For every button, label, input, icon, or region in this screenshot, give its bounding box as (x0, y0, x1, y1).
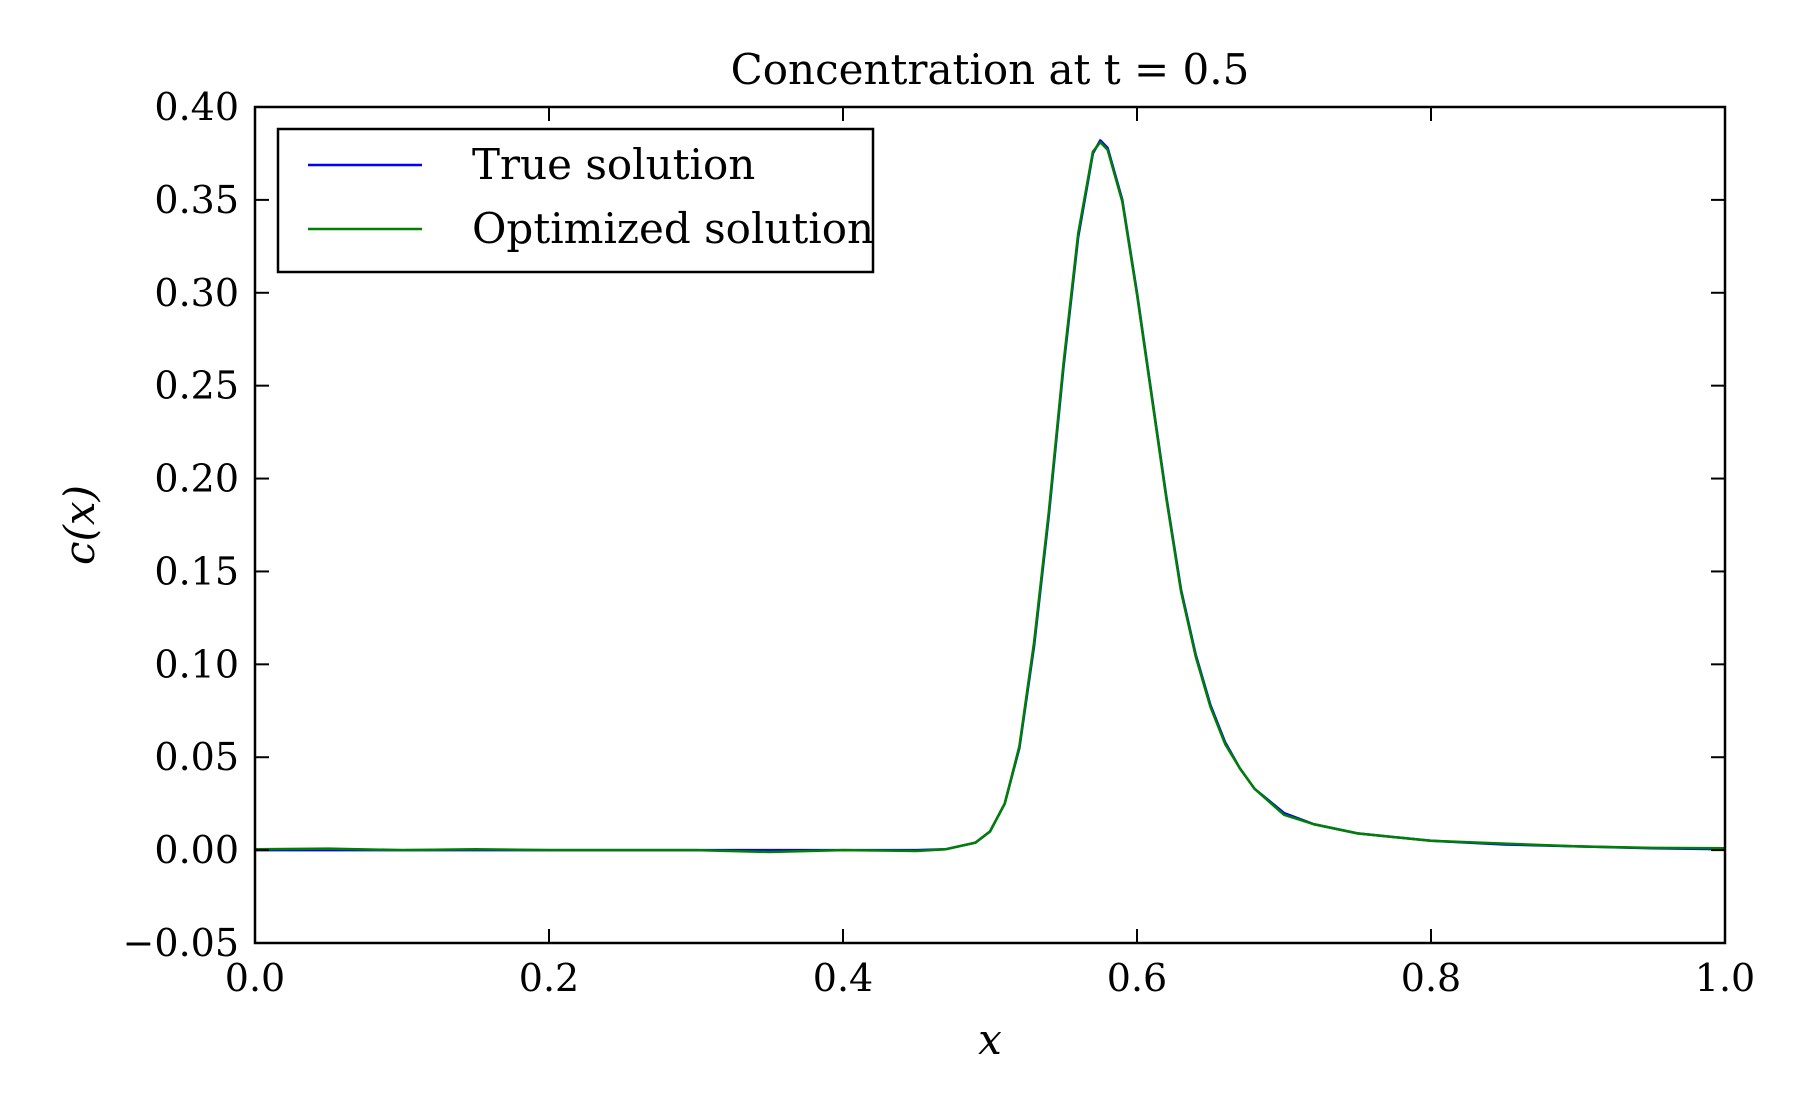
y-tick-label: 0.40 (154, 85, 239, 129)
y-tick-label: 0.30 (154, 271, 239, 315)
y-tick-label: 0.25 (154, 364, 239, 408)
chart-title: Concentration at t = 0.5 (731, 45, 1250, 94)
y-axis-ticks: −0.05 0.00 0.05 0.10 0.15 0.20 0.25 0.30 0.35 0.4… (123, 85, 1725, 965)
x-axis-ticks: 0.0 0.2 0.4 0.6 0.8 1.0 (225, 107, 1755, 1000)
y-tick-label: 0.10 (154, 642, 239, 686)
legend: True solution Optimized solution (276, 127, 875, 274)
plot-area: 0.0 0.2 0.4 0.6 0.8 1.0 −0.05 0.00 0.05 0.10 0.15… (123, 85, 1756, 1000)
y-tick-label: 0.20 (154, 457, 239, 501)
y-tick-label: 0.35 (154, 178, 239, 222)
legend-box (276, 127, 875, 274)
y-tick-label: −0.05 (123, 921, 239, 965)
legend-label-true-solution: True solution (472, 140, 755, 189)
legend-label-optimized-solution: Optimized solution (472, 204, 874, 253)
x-tick-label: 0.6 (1107, 956, 1167, 1000)
plot-frame (253, 105, 1727, 945)
x-tick-label: 0.8 (1401, 956, 1461, 1000)
y-axis-label: c(x) (55, 485, 104, 565)
series-lines (254, 139, 1726, 854)
y-tick-label: 0.00 (154, 828, 239, 872)
y-tick-label: 0.05 (154, 735, 239, 779)
x-tick-label: 0.2 (519, 956, 579, 1000)
x-axis-label: x (978, 1015, 1002, 1064)
series-line-optimized-solution (254, 141, 1726, 854)
x-tick-label: 0.4 (813, 956, 873, 1000)
y-tick-label: 0.15 (154, 549, 239, 593)
x-tick-label: 1.0 (1695, 956, 1755, 1000)
x-tick-label: 0.0 (225, 956, 285, 1000)
